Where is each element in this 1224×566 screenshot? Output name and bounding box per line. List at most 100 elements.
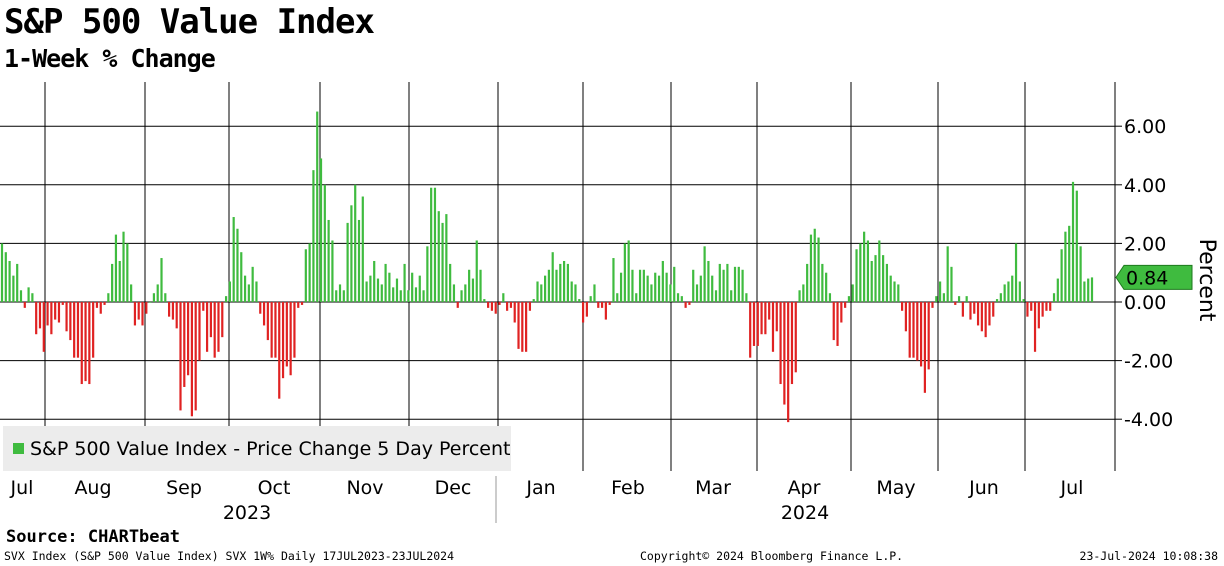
y-tick-label: -2.00 [1124,351,1173,373]
bar [342,290,345,302]
bar [1011,275,1014,302]
bar [156,284,159,302]
bar [540,284,543,302]
bar [931,302,934,308]
bar [1071,181,1075,302]
bar [361,196,364,302]
bar [418,275,421,302]
x-tick-label: Jul [1060,477,1084,499]
bar [988,302,991,326]
bar [31,293,34,302]
bar [513,302,516,323]
bar [631,269,634,302]
bar [680,296,683,302]
x-tick-label: Jan [525,477,555,499]
last-value-marker [1115,264,1193,290]
year-label: 2024 [781,502,829,524]
bar [908,302,911,358]
bar [874,255,877,302]
bar [243,275,247,302]
bar [616,293,619,302]
bar [870,260,873,302]
bar [468,269,471,302]
bar [293,302,296,358]
bar [16,263,19,302]
bar [745,293,748,302]
bar [927,302,930,370]
bar [741,269,744,302]
bar [1068,225,1071,302]
bar [392,287,395,302]
bar [1041,302,1044,317]
bar [650,284,653,302]
bar [498,302,501,305]
bar [369,275,372,302]
bar [638,269,642,302]
bar [957,296,961,302]
bar [733,266,737,302]
bar [847,296,851,302]
bar [281,302,285,379]
bar [259,302,262,314]
bar [262,302,266,326]
bar [942,293,945,302]
bar [593,284,596,302]
bar [350,205,353,302]
bar [954,302,957,305]
bar [581,302,585,323]
legend-label: S&P 500 Value Index - Price Change 5 Day… [30,438,510,460]
bar [445,214,448,302]
footer-timestamp: 23-Jul-2024 10:08:38 [1079,549,1218,563]
bar [589,296,592,302]
bar [919,302,923,367]
bar [711,275,714,302]
bar [1033,302,1037,352]
y-tick-label: 0.00 [1124,292,1166,314]
bar [608,302,611,305]
bar [878,240,881,302]
bar [494,302,497,314]
bar [851,284,854,302]
bar [885,263,889,302]
bar [289,302,292,376]
y-tick-label: 2.00 [1124,233,1166,255]
bar [703,246,706,302]
bar [600,302,604,308]
bar [912,302,915,358]
legend-box [3,426,511,471]
bar [441,222,444,302]
bar [821,263,824,302]
bar [768,302,771,320]
bar [452,284,456,302]
bar [187,302,190,376]
bar [8,260,11,302]
bar [198,302,201,361]
bar [935,296,938,302]
bar [149,302,152,303]
bar [175,302,178,329]
bar [730,290,733,302]
bar [1014,243,1018,302]
bar [54,302,57,320]
bar [80,302,83,385]
bar [46,302,49,326]
x-tick-label: Sep [166,477,202,499]
bar [760,302,763,335]
bar [1037,302,1040,329]
bar [863,231,866,302]
bar [654,272,657,302]
bar [973,302,976,314]
bar [69,302,72,341]
bar [323,184,326,302]
bar [536,281,539,302]
chart-title: S&P 500 Value Index [4,2,375,42]
bar [832,302,835,341]
bar [707,260,710,302]
bar [787,302,790,423]
bar [107,293,110,302]
bar [437,211,440,302]
bar [365,281,368,302]
bar [164,293,167,302]
bar [50,302,53,335]
year-label: 2023 [223,502,271,524]
